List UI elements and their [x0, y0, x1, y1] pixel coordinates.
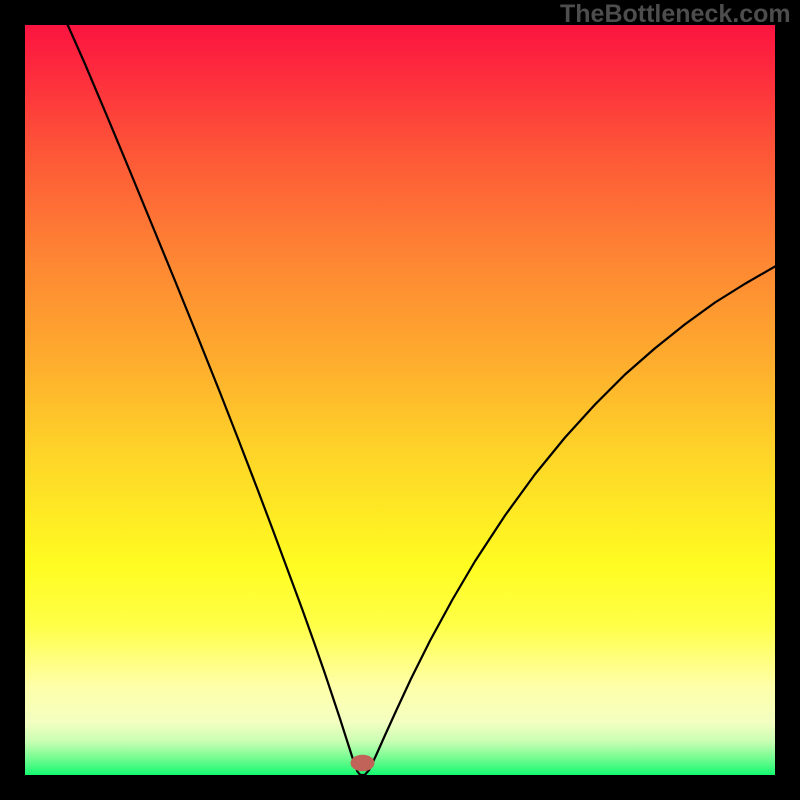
bottleneck-chart: [25, 25, 775, 775]
chart-background: [25, 25, 775, 775]
optimum-marker: [351, 755, 375, 772]
